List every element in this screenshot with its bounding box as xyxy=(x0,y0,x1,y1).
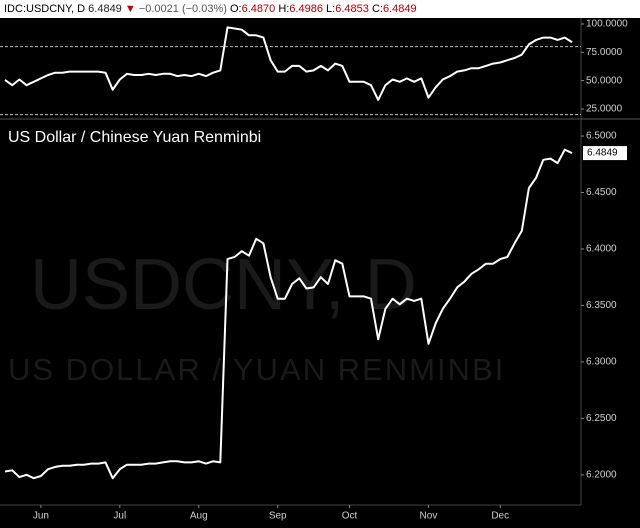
watermark: US DOLLAR / YUAN RENMINBI xyxy=(8,352,505,387)
y-tick-label: 6.3000 xyxy=(586,357,617,368)
x-tick-label: Oct xyxy=(342,511,358,522)
y-tick-label: 6.4500 xyxy=(586,187,617,198)
ohlc-label: O: xyxy=(230,3,242,15)
x-tick-label: Nov xyxy=(420,511,438,522)
ohlc-value: 6.4849 xyxy=(383,3,417,15)
x-tick-label: Jun xyxy=(33,511,49,522)
ohlc-value: 6.4853 xyxy=(335,3,369,15)
last-price-box xyxy=(583,146,627,161)
last-price-label: 6.4849 xyxy=(587,148,618,159)
ohlc-label: C: xyxy=(372,3,383,15)
price-line xyxy=(4,148,573,480)
header-text: IDC:USDCNY, D 6.4849 ▼ −0.0021 (−0.03%) … xyxy=(4,3,417,15)
symbol: IDC:USDCNY, D xyxy=(4,3,85,15)
ohlc-value: 6.4870 xyxy=(242,3,276,15)
chart-title: US Dollar / Chinese Yuan Renminbi xyxy=(8,129,261,146)
y-tick-label: 6.2000 xyxy=(586,469,617,480)
change: −0.0021 (−0.03%) xyxy=(139,3,227,15)
ohlc-label: L: xyxy=(326,3,335,15)
y-tick-label: 6.4000 xyxy=(586,244,617,255)
y-tick-label: 50.0000 xyxy=(586,75,623,86)
price-line xyxy=(4,26,573,101)
header-bar xyxy=(0,0,640,18)
last-price: 6.4849 xyxy=(88,3,122,15)
y-tick-label: 75.0000 xyxy=(586,47,623,58)
y-tick-label: 100.0000 xyxy=(586,19,628,30)
y-tick-label: 6.5000 xyxy=(586,131,617,142)
direction: ▼ xyxy=(125,3,136,15)
ohlc-label: H: xyxy=(278,3,289,15)
ohlc-value: 6.4986 xyxy=(289,3,323,15)
x-tick-label: Aug xyxy=(190,511,208,522)
x-tick-label: Dec xyxy=(491,511,509,522)
y-tick-label: 6.2500 xyxy=(586,413,617,424)
watermark: USDCNY, D xyxy=(30,245,417,325)
y-tick-label: 25.0000 xyxy=(586,104,623,115)
x-tick-label: Jul xyxy=(113,511,126,522)
y-tick-label: 6.3500 xyxy=(586,300,617,311)
x-tick-label: Sep xyxy=(269,511,287,522)
